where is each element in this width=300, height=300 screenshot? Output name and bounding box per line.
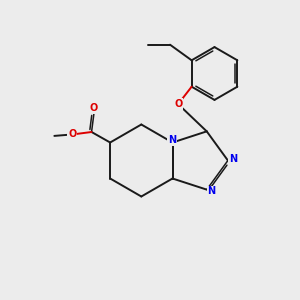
Text: N: N xyxy=(229,154,237,164)
Text: N: N xyxy=(168,135,176,145)
Text: O: O xyxy=(90,103,98,113)
Text: N: N xyxy=(208,186,216,197)
Text: O: O xyxy=(174,99,182,109)
Text: O: O xyxy=(68,129,76,140)
